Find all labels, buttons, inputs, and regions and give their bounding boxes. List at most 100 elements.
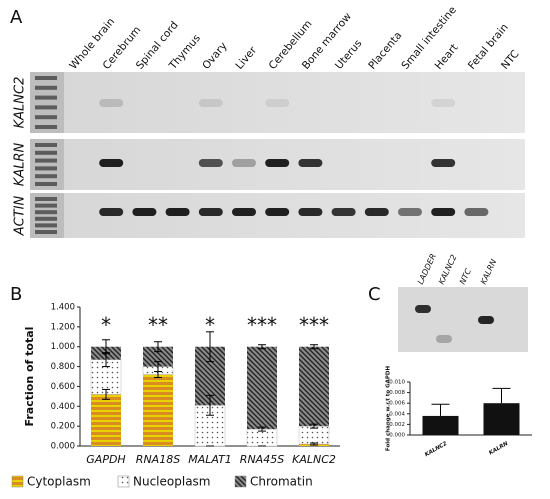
gel-band: [99, 208, 124, 216]
ladder: [30, 72, 64, 133]
gel-band: [478, 316, 494, 324]
ladder-band: [35, 85, 57, 90]
error-bar: [310, 442, 318, 446]
lane-label: Ovary: [200, 40, 229, 72]
ladder-band: [35, 216, 57, 221]
bar-segment: [298, 425, 330, 445]
ladder-band: [35, 197, 57, 201]
y-tick-label: 1.200: [51, 322, 75, 332]
y-tick-label: 0.400: [51, 402, 75, 412]
ladder-band: [35, 95, 57, 100]
y-axis-label: Fraction of total: [23, 327, 36, 427]
gel-background: [30, 72, 525, 133]
y-tick-label: 0.800: [51, 362, 75, 372]
gel-band: [198, 99, 223, 107]
error-bar: [102, 339, 110, 355]
y-tick-label: 0.006: [389, 401, 405, 407]
gel-band: [265, 159, 290, 167]
ladder-band: [35, 230, 57, 234]
legend-label: Cytoplasm: [27, 475, 91, 489]
y-tick-label: 1.400: [51, 303, 75, 313]
bar: [422, 415, 459, 435]
ladder-band: [35, 210, 57, 215]
error-bar: [102, 388, 110, 400]
legend-swatch: [117, 475, 130, 488]
ladder-band: [35, 115, 57, 120]
annotation: ***: [299, 313, 329, 337]
legend-swatch: [11, 475, 24, 488]
gel-band: [415, 305, 431, 313]
gel-band: [298, 208, 323, 216]
lane-label: Heart: [433, 42, 461, 72]
y-tick-label: 0.002: [389, 422, 405, 428]
ladder: [30, 139, 64, 190]
x-tick-label: MALAT1: [188, 453, 232, 466]
gel-band: [198, 159, 223, 167]
bar-segment: [246, 428, 278, 447]
y-tick-label: 1.000: [51, 342, 75, 352]
error-bar: [431, 403, 450, 416]
lane-label: KALRN: [479, 258, 498, 286]
gel-band: [436, 335, 452, 343]
lane-label: NTC: [458, 267, 473, 286]
row-label: KALRN: [13, 143, 28, 187]
panel-label: B: [10, 284, 22, 305]
gel-band: [265, 99, 290, 107]
ladder-band: [35, 105, 57, 110]
error-bar: [154, 361, 162, 373]
y-tick-label: 0.004: [389, 411, 405, 417]
ladder-band: [35, 76, 57, 80]
y-tick-label: 0.008: [389, 390, 405, 396]
bar-segment: [143, 374, 173, 446]
y-tick-label: 0.200: [51, 422, 75, 432]
lane-label: Thymus: [166, 32, 203, 72]
lane-label: Liver: [233, 44, 259, 72]
x-tick-label: KALNC2: [424, 441, 448, 459]
ladder-band: [35, 125, 57, 129]
gel-background: [398, 287, 528, 352]
bar-segment: [247, 346, 277, 430]
legend-label: Nucleoplasm: [133, 475, 210, 489]
annotation: ***: [247, 313, 277, 337]
lane-label: Placenta: [366, 30, 404, 72]
gel-band: [364, 208, 389, 216]
ladder-band: [35, 143, 57, 147]
gel-band: [232, 208, 256, 216]
y-tick-label: 0.010: [389, 380, 405, 386]
ladder-band: [35, 223, 57, 228]
ladder-band: [35, 182, 57, 186]
ladder-band: [35, 158, 57, 163]
y-tick-label: 0.000: [51, 442, 75, 452]
error-bar: [258, 426, 266, 432]
error-bar: [206, 394, 214, 416]
ladder-band: [35, 166, 57, 171]
y-tick-label: 0.000: [389, 433, 405, 439]
gel-band: [431, 208, 456, 216]
x-tick-label: GAPDH: [86, 453, 125, 466]
gel-band: [99, 159, 124, 167]
lane-label: KALNC2: [437, 253, 459, 286]
error-bar: [310, 344, 318, 350]
ladder-band: [35, 150, 57, 155]
gel-band: [132, 208, 157, 216]
gel-band: [198, 208, 223, 216]
row-label: KALNC2: [13, 77, 28, 129]
gel-band: [265, 208, 290, 216]
bar: [483, 403, 520, 435]
gel-band: [398, 208, 422, 216]
x-tick-label: RNA18S: [136, 453, 180, 466]
annotation: *: [101, 313, 111, 337]
x-tick-label: RNA45S: [240, 453, 284, 466]
gel-band: [431, 159, 456, 167]
panel-label: C: [368, 284, 381, 305]
bar-segment: [299, 346, 329, 427]
gel-band: [431, 99, 456, 107]
error-bar: [310, 423, 318, 429]
lane-label: NTC: [499, 48, 522, 72]
error-bar: [154, 341, 162, 353]
x-tick-label: KALNC2: [292, 453, 336, 466]
gel-band: [298, 159, 323, 167]
y-tick-label: 0.600: [51, 382, 75, 392]
